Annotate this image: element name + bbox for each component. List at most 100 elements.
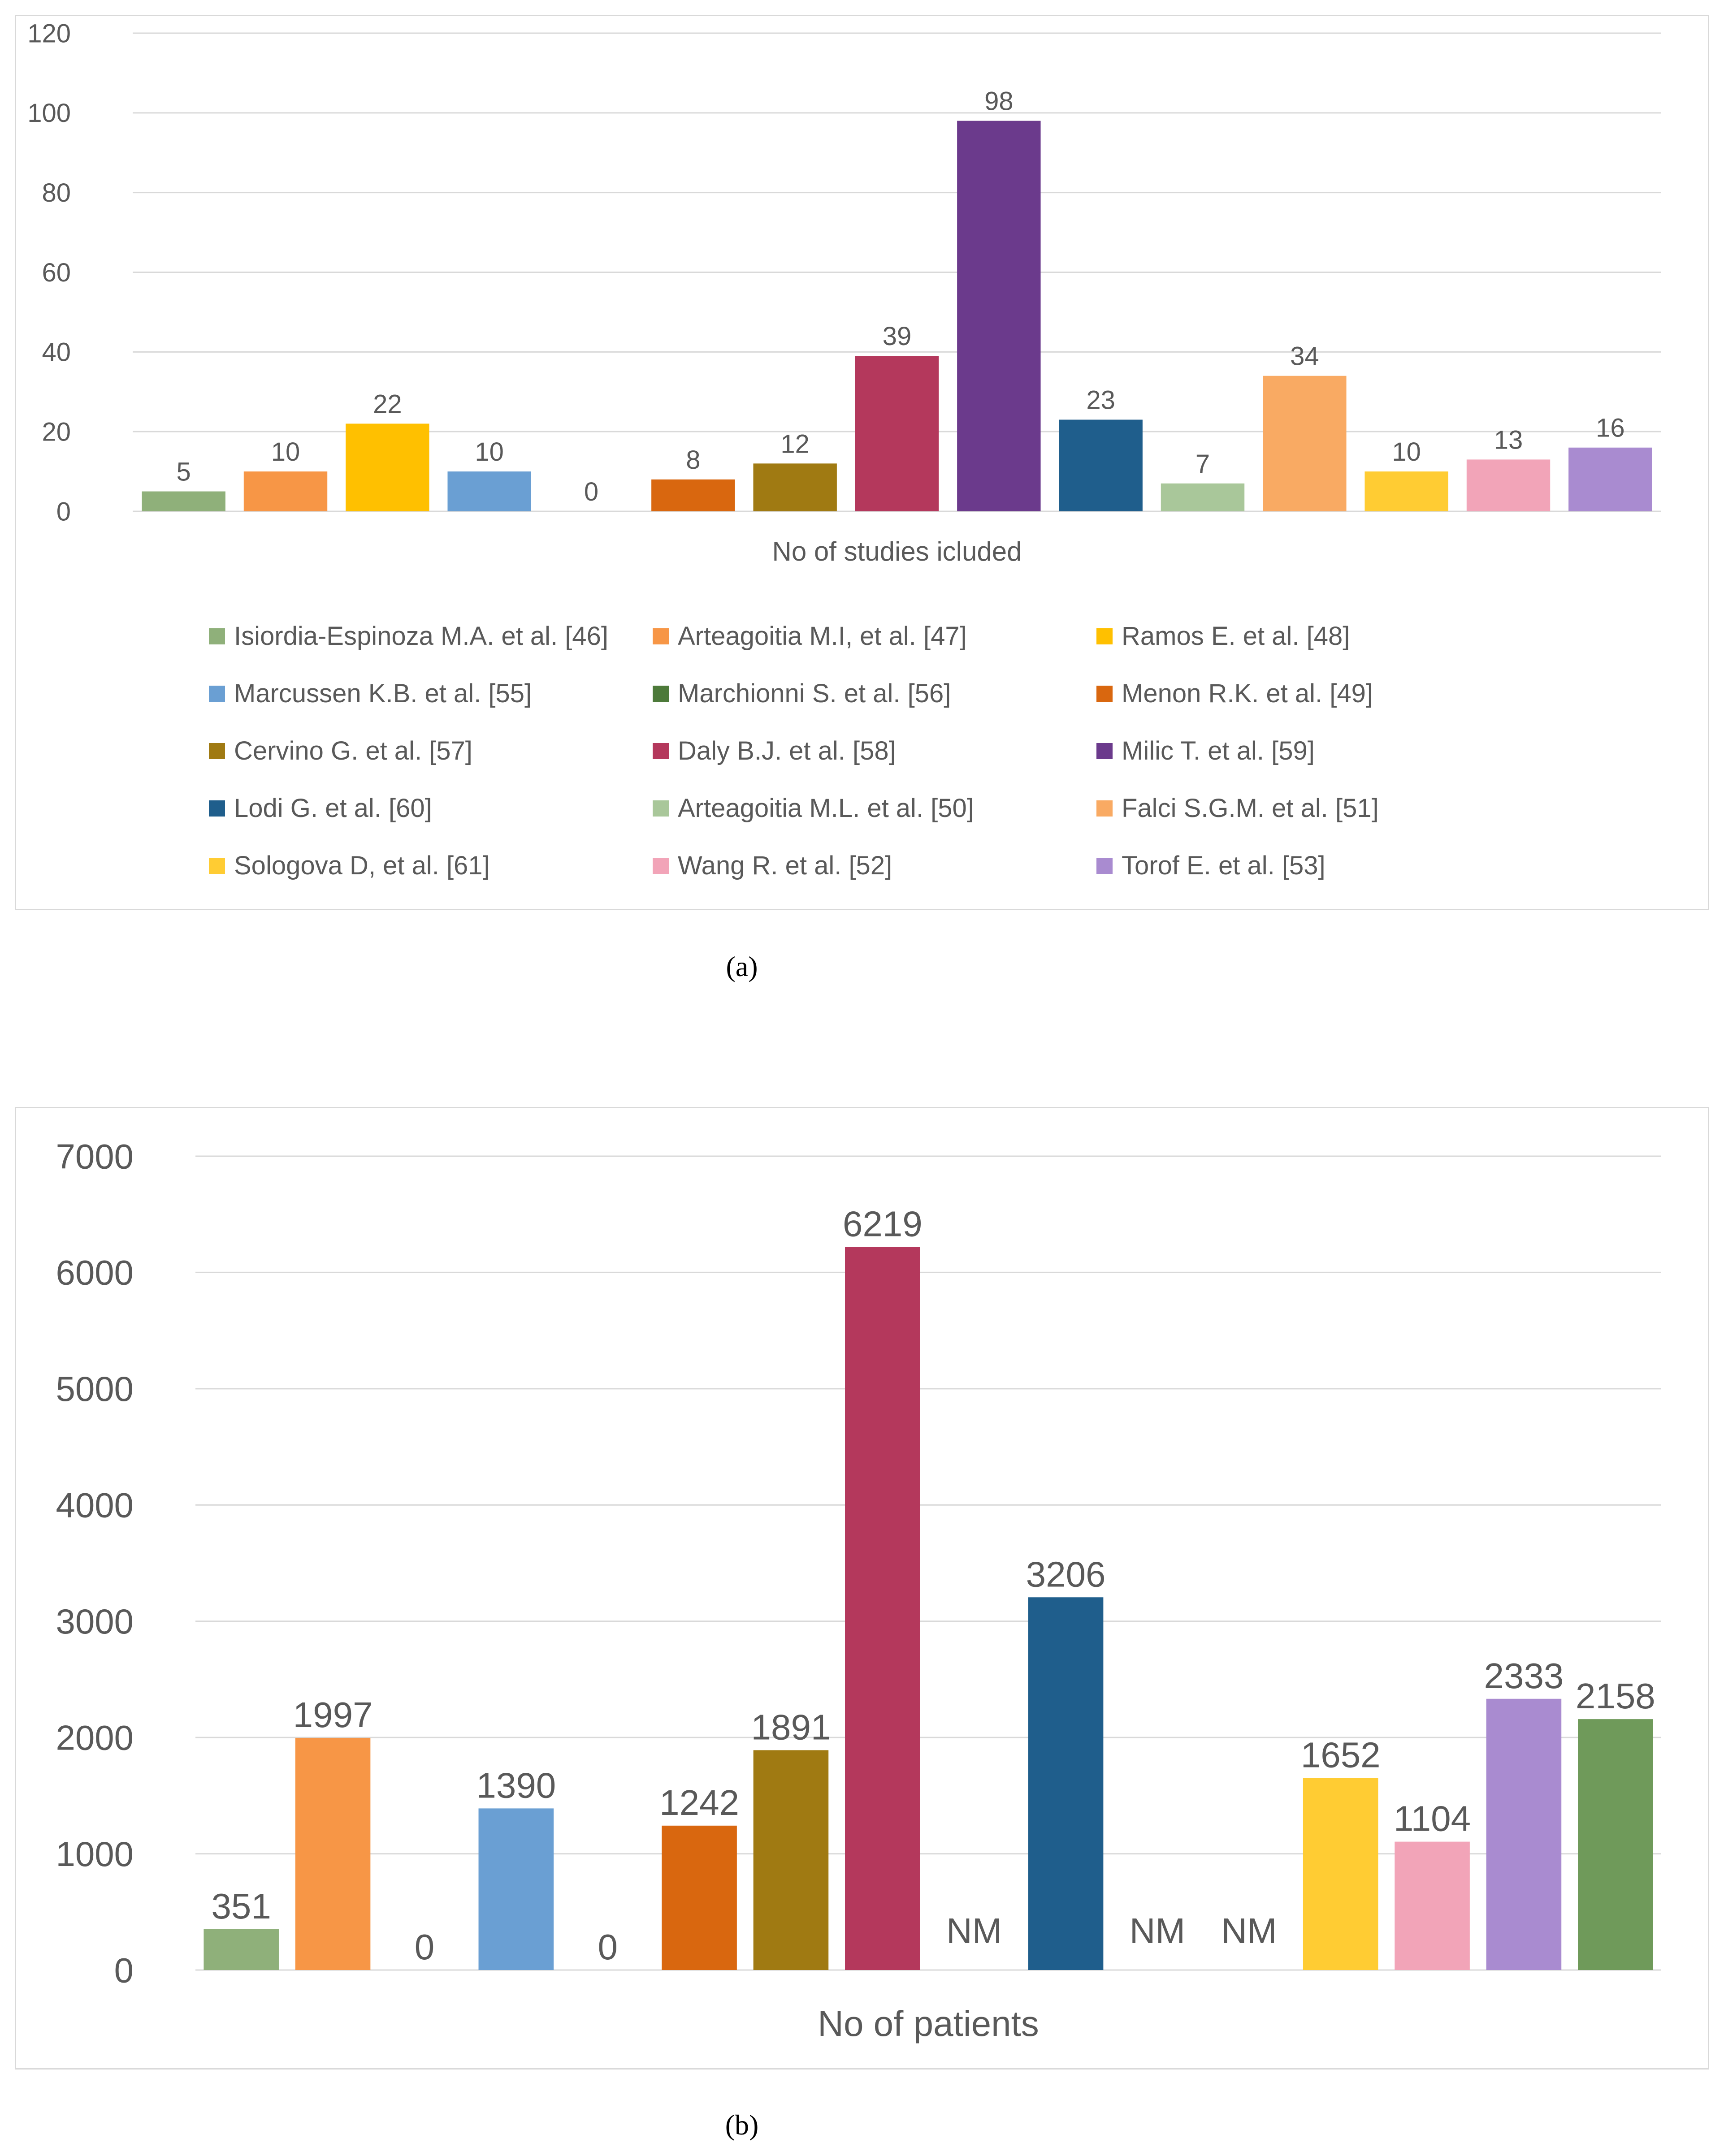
bar xyxy=(447,471,531,511)
panel-caption-a: (a) xyxy=(726,951,758,982)
legend-swatch xyxy=(1096,628,1113,644)
bar xyxy=(662,1825,737,1970)
panel-caption-b: (b) xyxy=(725,2109,759,2141)
y-tick-label: 80 xyxy=(42,178,71,207)
legend-label: Arteagoitia M.L. et al. [50] xyxy=(678,794,974,823)
bar xyxy=(753,463,837,511)
data-label: 5 xyxy=(177,458,191,487)
legend-label: Cervino G. et al. [57] xyxy=(234,736,472,765)
legend-item: Marchionni S. et al. [56] xyxy=(653,678,951,709)
legend-label: Marcussen K.B. et al. [55] xyxy=(234,679,532,708)
legend-item: Menon R.K. et al. [49] xyxy=(1096,678,1373,709)
legend-label: Marchionni S. et al. [56] xyxy=(678,679,951,708)
y-tick-label: 3000 xyxy=(56,1602,134,1641)
legend-swatch xyxy=(1096,743,1113,759)
y-tick-label: 120 xyxy=(27,19,71,48)
y-tick-label: 4000 xyxy=(56,1486,134,1525)
data-label: 8 xyxy=(686,445,700,475)
x-axis-label: No of patients xyxy=(818,2004,1039,2044)
y-tick-label: 20 xyxy=(42,417,71,446)
bar xyxy=(1486,1698,1562,1970)
bar xyxy=(753,1750,829,1970)
data-label: 10 xyxy=(475,437,504,467)
y-tick-label: 60 xyxy=(42,258,71,287)
bar-chart-b: 0 1000 2000 3000 4000 5000 6000 7000 351 1997 0 139… xyxy=(56,1136,1661,2044)
legend-label: Milic T. et al. [59] xyxy=(1122,736,1315,765)
legend-label: Arteagoitia M.I, et al. [47] xyxy=(678,622,967,651)
data-label: 0 xyxy=(584,477,598,506)
bar xyxy=(1161,483,1245,511)
data-label: NM xyxy=(946,1911,1002,1951)
data-label: 16 xyxy=(1596,414,1625,443)
legend-item: Arteagoitia M.I, et al. [47] xyxy=(653,621,967,651)
legend-item: Isiordia-Espinoza M.A. et al. [46] xyxy=(209,621,608,651)
data-label: 1891 xyxy=(751,1707,831,1747)
bar xyxy=(1578,1719,1653,1970)
y-tick-label: 100 xyxy=(27,99,71,128)
data-label: 2158 xyxy=(1576,1676,1655,1716)
bar xyxy=(142,491,225,511)
data-label: 1652 xyxy=(1301,1735,1381,1775)
legend-swatch xyxy=(1096,857,1113,874)
data-label: 3206 xyxy=(1026,1554,1106,1594)
legend-item: Ramos E. et al. [48] xyxy=(1096,621,1350,651)
legend-label: Sologova D, et al. [61] xyxy=(234,851,490,880)
bar xyxy=(1395,1841,1470,1970)
legend-label: Torof E. et al. [53] xyxy=(1122,851,1325,880)
bar xyxy=(478,1808,554,1970)
data-label: 7 xyxy=(1196,449,1210,479)
legend-swatch xyxy=(209,800,225,817)
legend-item: Torof E. et al. [53] xyxy=(1096,851,1325,881)
legend-item: Falci S.G.M. et al. [51] xyxy=(1096,793,1379,823)
bar xyxy=(1028,1597,1104,1970)
legend-item: Cervino G. et al. [57] xyxy=(209,736,472,766)
bar xyxy=(243,471,328,511)
bar xyxy=(957,121,1041,511)
legend-swatch xyxy=(653,800,669,817)
bar xyxy=(1303,1778,1378,1970)
legend-swatch xyxy=(209,685,225,702)
data-label: 0 xyxy=(598,1927,618,1967)
data-label: 1242 xyxy=(659,1783,739,1823)
legend-item: Wang R. et al. [52] xyxy=(653,851,892,881)
legend-label: Daly B.J. et al. [58] xyxy=(678,736,896,765)
data-label: 22 xyxy=(373,389,402,419)
bar xyxy=(1059,419,1143,511)
data-label: NM xyxy=(1221,1911,1277,1951)
bar xyxy=(204,1929,279,1970)
legend-swatch xyxy=(653,857,669,874)
legend-label: Wang R. et al. [52] xyxy=(678,851,892,880)
data-label: NM xyxy=(1130,1911,1185,1951)
legend-label: Ramos E. et al. [48] xyxy=(1122,622,1350,651)
bar xyxy=(1364,471,1448,511)
legend-item: Daly B.J. et al. [58] xyxy=(653,736,896,766)
data-label: 351 xyxy=(211,1886,271,1926)
data-label: 13 xyxy=(1494,425,1523,454)
y-tick-label: 6000 xyxy=(56,1253,134,1292)
data-label: 12 xyxy=(780,429,810,458)
data-label: 1997 xyxy=(293,1695,373,1735)
bar xyxy=(295,1737,371,1970)
data-label: 6219 xyxy=(843,1204,923,1244)
legend-label: Isiordia-Espinoza M.A. et al. [46] xyxy=(234,622,608,651)
bar xyxy=(1568,447,1652,511)
legend-label: Menon R.K. et al. [49] xyxy=(1122,679,1373,708)
y-tick-label: 0 xyxy=(114,1950,134,1990)
legend-item: Arteagoitia M.L. et al. [50] xyxy=(653,793,974,823)
data-label: 23 xyxy=(1086,385,1115,415)
bar xyxy=(651,479,735,511)
legend-item: Marcussen K.B. et al. [55] xyxy=(209,678,532,709)
legend-label: Lodi G. et al. [60] xyxy=(234,794,432,823)
legend-swatch xyxy=(653,743,669,759)
data-label: 1390 xyxy=(476,1765,556,1805)
x-axis-label: No of studies icluded xyxy=(772,536,1022,566)
bar xyxy=(855,356,939,511)
data-label: 10 xyxy=(271,437,300,467)
bar xyxy=(346,423,429,511)
legend-swatch xyxy=(209,628,225,644)
bar xyxy=(1466,459,1551,511)
y-tick-label: 5000 xyxy=(56,1369,134,1409)
legend-item: Lodi G. et al. [60] xyxy=(209,793,432,823)
legend-swatch xyxy=(653,628,669,644)
